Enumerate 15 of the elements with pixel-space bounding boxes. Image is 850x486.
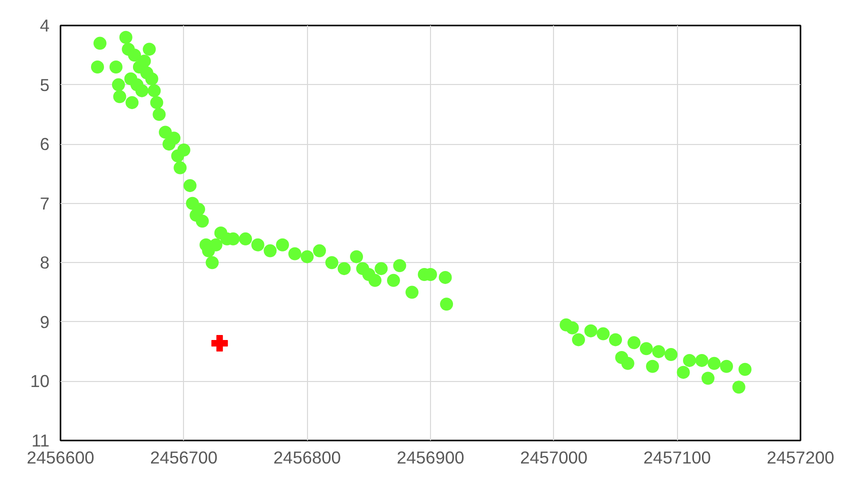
x-tick-label: 2457000 <box>520 448 588 468</box>
y-tick-label: 9 <box>40 312 50 332</box>
y-tick-label: 4 <box>40 16 50 36</box>
y-tick-label: 7 <box>40 193 50 214</box>
x-tick-label: 2456900 <box>396 448 464 468</box>
y-tick-label: 11 <box>32 430 50 450</box>
y-tick-label: 10 <box>30 371 50 392</box>
y-tick-label: 5 <box>40 74 50 95</box>
x-tick-label: 2456700 <box>150 448 218 468</box>
y-tick-label: 8 <box>40 252 50 273</box>
x-tick-label: 2457100 <box>643 448 711 468</box>
x-tick-label: 2456600 <box>26 448 94 468</box>
x-tick-label: 2456800 <box>273 448 341 468</box>
y-tick-label: 6 <box>40 134 50 154</box>
x-tick-label: 2457200 <box>766 448 834 468</box>
